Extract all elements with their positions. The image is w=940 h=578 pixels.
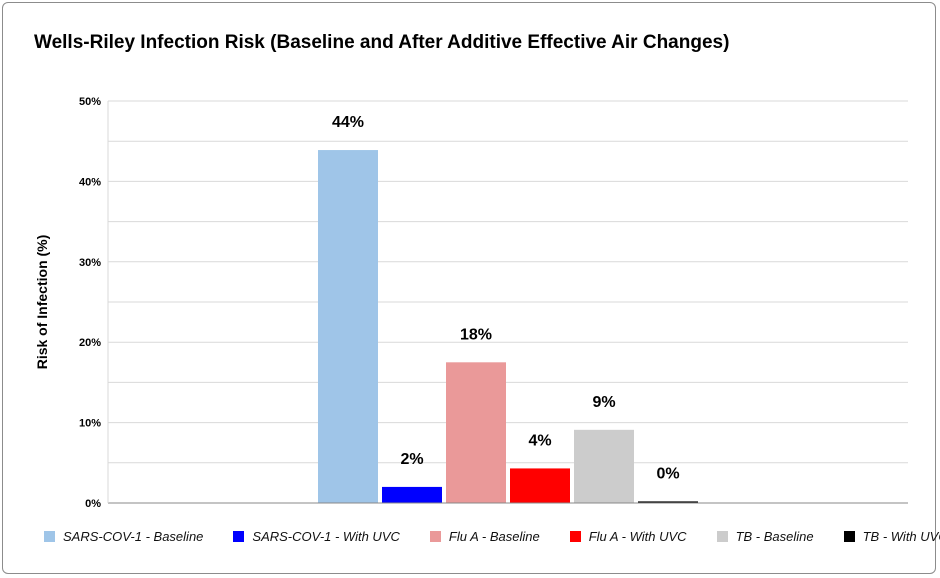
y-tick-label: 0% [85, 498, 101, 510]
bar-sars-cov-1-with-uvc [382, 486, 442, 503]
data-label: 44% [332, 114, 364, 131]
bars [318, 150, 698, 503]
y-tick-label: 50% [79, 96, 101, 108]
data-labels: 44% 2% 18% 4% 9% 0% [332, 114, 680, 482]
legend-item: TB - Baseline [716, 529, 814, 544]
legend-swatch [843, 531, 855, 542]
y-tick-label: 40% [79, 176, 101, 188]
data-label: 2% [400, 451, 423, 468]
data-label: 4% [528, 432, 551, 449]
bar-tb-with-uvc [638, 501, 698, 503]
bar-tb-baseline [574, 429, 634, 503]
bar-sars-cov-1-baseline [318, 150, 378, 503]
legend-item: SARS-COV-1 - With UVC [233, 529, 400, 544]
legend: SARS-COV-1 - Baseline SARS-COV-1 - With U… [44, 529, 940, 544]
data-label: 0% [656, 465, 679, 482]
y-axis-ticks: 0% 10% 20% 30% 40% 50% [79, 96, 101, 510]
legend-item: SARS-COV-1 - Baseline [44, 529, 203, 544]
chart-title: Wells-Riley Infection Risk (Baseline and… [34, 32, 730, 53]
gridlines [108, 100, 908, 464]
legend-swatch [44, 531, 55, 542]
legend-label: Flu A - With UVC [588, 529, 687, 544]
data-label: 9% [592, 394, 615, 411]
y-tick-label: 10% [79, 418, 101, 430]
data-label: 18% [460, 326, 492, 343]
legend-item: Flu A - With UVC [569, 529, 687, 544]
legend-swatch [233, 531, 245, 542]
legend-label: SARS-COV-1 - Baseline [63, 529, 204, 544]
legend-item: TB - With UVC [843, 529, 940, 544]
legend-label: TB - Baseline [735, 529, 814, 544]
bar-flu-a-with-uvc [510, 468, 570, 503]
legend-label: TB - With UVC [862, 529, 940, 544]
y-tick-label: 30% [79, 257, 101, 269]
legend-swatch [569, 531, 581, 542]
bar-flu-a-baseline [446, 362, 506, 503]
legend-swatch [716, 531, 728, 542]
legend-label: SARS-COV-1 - With UVC [252, 529, 400, 544]
legend-swatch [429, 531, 441, 542]
legend-item: Flu A - Baseline [429, 529, 540, 544]
y-tick-label: 20% [79, 337, 101, 349]
legend-label: Flu A - Baseline [448, 529, 540, 544]
y-axis-label: Risk of Infection (%) [34, 235, 50, 370]
